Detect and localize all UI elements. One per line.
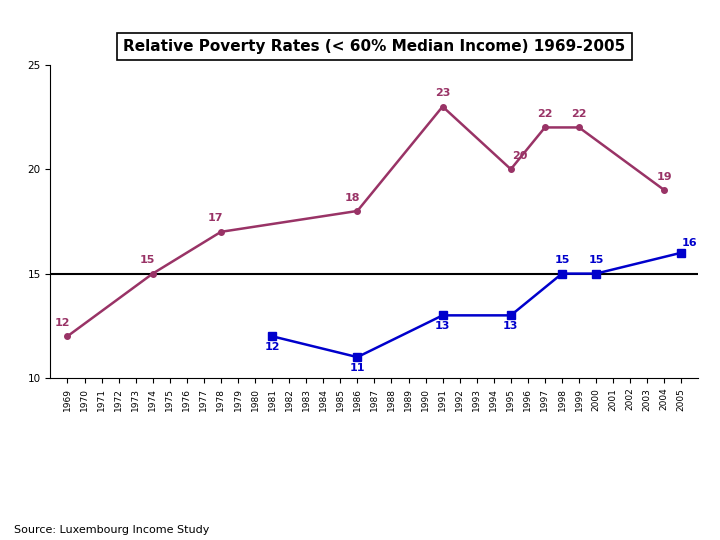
Taiwan [353, 354, 361, 360]
Title: Relative Poverty Rates (< 60% Median Income) 1969-2005: Relative Poverty Rates (< 60% Median Inc… [123, 39, 626, 54]
Text: Source: Luxembourg Income Study: Source: Luxembourg Income Study [14, 524, 210, 535]
Text: 15: 15 [140, 255, 156, 265]
Text: 20: 20 [512, 151, 527, 161]
Line: UK: UK [65, 104, 667, 339]
Text: 13: 13 [503, 321, 518, 331]
UK [217, 228, 225, 235]
UK [575, 124, 583, 131]
UK [660, 187, 669, 193]
UK [353, 208, 361, 214]
UK [438, 103, 447, 110]
Text: 11: 11 [350, 363, 365, 373]
Text: 12: 12 [264, 342, 280, 352]
Text: 13: 13 [435, 321, 450, 331]
Line: Taiwan: Taiwan [268, 248, 685, 361]
Text: 22: 22 [571, 109, 587, 119]
Taiwan [677, 249, 685, 256]
Text: 12: 12 [55, 318, 70, 328]
Text: 23: 23 [435, 88, 450, 98]
Text: 18: 18 [344, 193, 360, 202]
Taiwan [592, 271, 600, 277]
Taiwan [268, 333, 276, 340]
Text: 15: 15 [554, 255, 570, 265]
UK [541, 124, 549, 131]
Taiwan [438, 312, 447, 319]
UK [506, 166, 515, 172]
UK [63, 333, 72, 340]
Text: 19: 19 [657, 172, 672, 181]
UK [148, 271, 157, 277]
Text: 22: 22 [537, 109, 553, 119]
Taiwan [506, 312, 515, 319]
Text: 16: 16 [682, 239, 698, 248]
Text: 17: 17 [208, 213, 224, 224]
Text: 15: 15 [588, 255, 604, 265]
Taiwan [558, 271, 567, 277]
